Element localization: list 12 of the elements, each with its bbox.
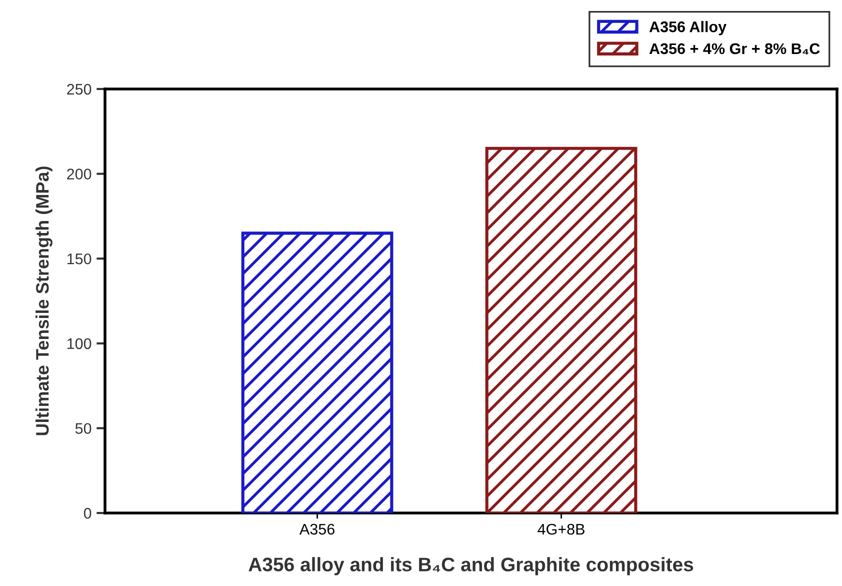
y-tick-label: 150: [67, 253, 92, 264]
y-tick-label: 200: [67, 168, 92, 180]
legend-label: A356 Alloy: [649, 21, 726, 36]
y-tick-label: 250: [67, 84, 92, 95]
x-axis-title: A356 alloy and its B₄C and Graphite composites: [248, 557, 694, 576]
legend-label: A356 + 4% Gr + 8% B₄C: [649, 43, 820, 54]
x-tick-label: 4G+8B: [538, 524, 584, 535]
y-axis-title: Ultimate Tensile Strength (MPa): [36, 166, 52, 436]
x-tick-label: A356: [299, 524, 334, 535]
y-tick-label: 100: [67, 338, 92, 350]
y-tick-label: 0: [84, 508, 92, 519]
y-tick-label: 50: [75, 423, 92, 434]
